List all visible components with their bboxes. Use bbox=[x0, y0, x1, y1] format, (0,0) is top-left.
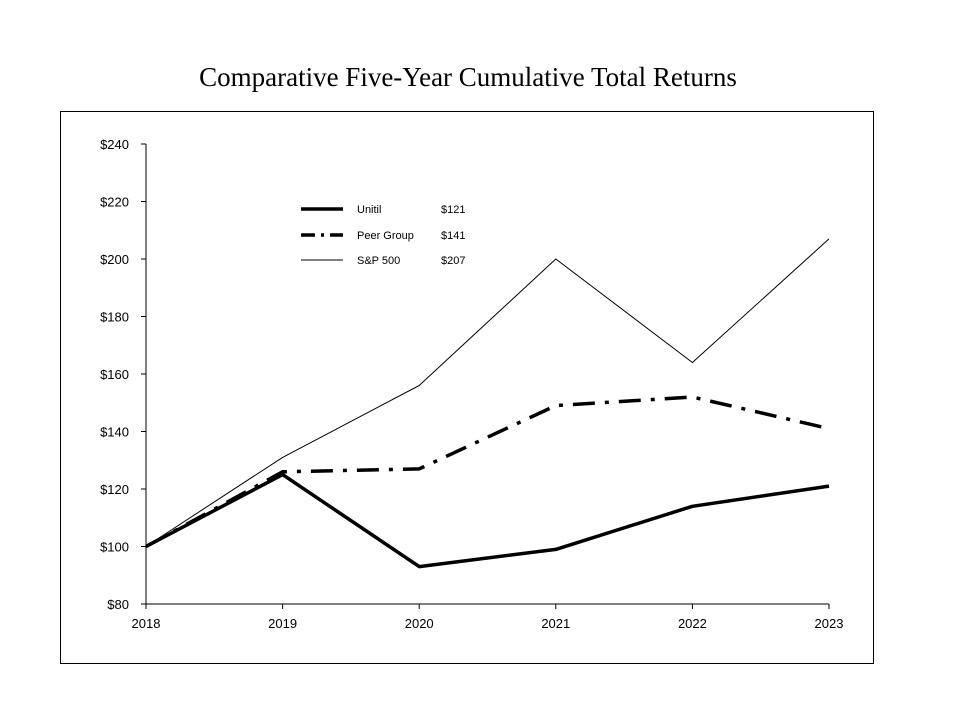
legend-value: $141 bbox=[441, 230, 465, 242]
series-line-s-p-500 bbox=[145, 238, 830, 547]
x-tick-label: 2019 bbox=[268, 616, 297, 631]
series-line-peer-group bbox=[145, 395, 830, 549]
legend-value: $207 bbox=[441, 255, 465, 267]
chart-axes: $80 $100 $120 $140 $160 $180 $200 $220 $240 2018 2… bbox=[100, 137, 843, 631]
y-tick-label: $80 bbox=[107, 597, 129, 612]
legend-value: $121 bbox=[441, 204, 465, 216]
y-tick-label: $220 bbox=[100, 195, 129, 210]
chart-frame bbox=[60, 111, 874, 664]
y-tick-label: $160 bbox=[100, 367, 129, 382]
y-tick-label: $200 bbox=[100, 252, 129, 267]
y-tick-label: $140 bbox=[100, 425, 129, 440]
x-tick-label: 2022 bbox=[678, 616, 707, 631]
y-tick-label: $120 bbox=[100, 482, 129, 497]
x-tick-label: 2020 bbox=[405, 616, 434, 631]
y-tick-label: $240 bbox=[100, 137, 129, 152]
legend-label: Unitil bbox=[357, 204, 381, 216]
series-line-unitil bbox=[145, 472, 830, 569]
x-tick-label: 2023 bbox=[815, 616, 844, 631]
x-tick-label: 2018 bbox=[132, 616, 161, 631]
legend-label: Peer Group bbox=[357, 230, 414, 242]
y-tick-label: $180 bbox=[100, 310, 129, 325]
chart-legend: Unitil $121 Peer Group $141 S&P 500 $207 bbox=[301, 204, 465, 267]
x-tick-label: 2021 bbox=[541, 616, 570, 631]
chart-title: Comparative Five-Year Cumulative Total R… bbox=[199, 62, 737, 92]
series-layer bbox=[145, 238, 830, 569]
legend-label: S&P 500 bbox=[357, 255, 400, 267]
y-tick-label: $100 bbox=[100, 540, 129, 555]
